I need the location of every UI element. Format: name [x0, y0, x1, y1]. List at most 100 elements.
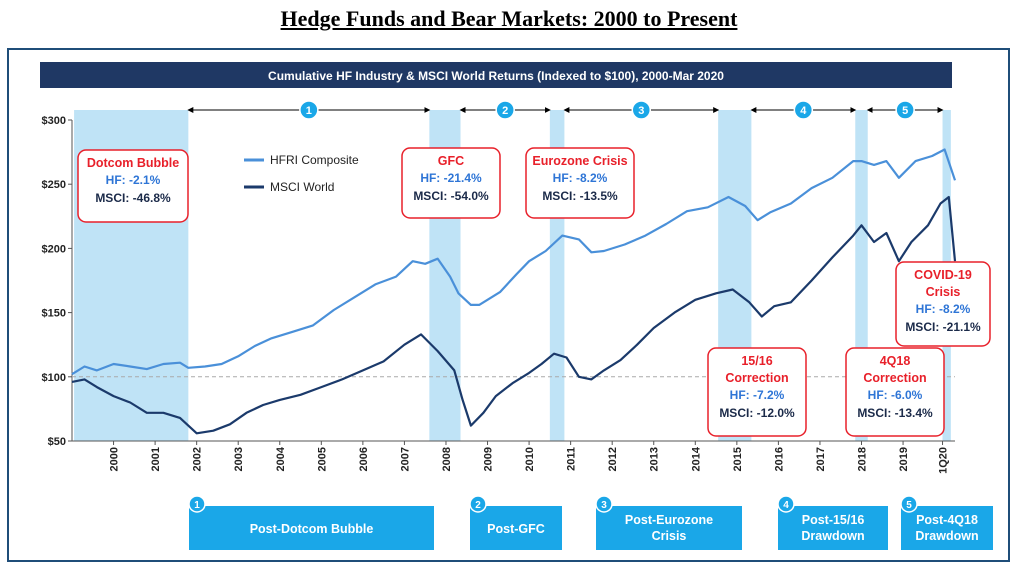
callout-title-1-1: Dotcom Bubble [87, 156, 179, 170]
chart-frame [7, 48, 1010, 562]
bottom-box-label-5-1: Post-4Q18 [916, 513, 978, 527]
callout-2: GFC HF: -21.4% MSCI: -54.0% [401, 147, 501, 219]
period-badge-number-2: 2 [502, 105, 508, 117]
callout-hf-5: HF: -6.0% [868, 388, 923, 402]
bottom-box-bg-2 [470, 506, 562, 550]
callout-msci-6: MSCI: -21.1% [905, 320, 981, 334]
callout-title-6-1: COVID-19 [914, 268, 972, 282]
callout-3: Eurozone Crisis HF: -8.2% MSCI: -13.5% [525, 147, 635, 219]
x-tick-label-8: 2008 [441, 447, 453, 471]
bottom-box-badge-4 [777, 495, 795, 513]
callout-1: Dotcom Bubble HF: -2.1% MSCI: -46.8% [77, 149, 189, 223]
period-badge-5 [895, 100, 915, 120]
y-tick-label-3: $200 [42, 243, 66, 255]
bottom-box-label-5-2: Drawdown [915, 529, 978, 543]
period-badge-number-5: 5 [902, 105, 908, 117]
chart-header-bar [40, 62, 952, 88]
callout-4: 15/16 Correction HF: -7.2% MSCI: -12.0% [707, 347, 807, 437]
series-line-msci-world [71, 195, 957, 435]
callout-title-4-1: 15/16 [741, 354, 772, 368]
x-tick-label-3: 2003 [233, 447, 245, 471]
callout-hf-4: HF: -7.2% [730, 388, 785, 402]
bottom-box-label-3-2: Crisis [652, 529, 687, 543]
chart-title: Cumulative HF Industry & MSCI World Retu… [268, 69, 724, 83]
y-tick-label-5: $300 [42, 115, 66, 127]
callout-title-5-2: Correction [863, 371, 926, 385]
bottom-box-1: 1 Post-Dotcom Bubble [188, 495, 434, 550]
x-tick-label-1: 2001 [150, 447, 162, 471]
callout-hf-3: HF: -8.2% [553, 171, 608, 185]
x-tick-label-9: 2009 [483, 447, 495, 471]
y-tick-label-1: $100 [42, 372, 66, 384]
page-title: Hedge Funds and Bear Markets: 2000 to Pr… [280, 6, 738, 31]
callout-box-4 [707, 347, 807, 437]
period-badge-number-1: 1 [306, 105, 312, 117]
bottom-box-badge-5 [900, 495, 918, 513]
x-tick-label-2: 2002 [192, 447, 204, 471]
x-tick-label-4: 2004 [275, 446, 287, 471]
callout-msci-2: MSCI: -54.0% [413, 189, 489, 203]
x-tick-label-20: 1Q20 [938, 447, 950, 474]
callout-hf-6: HF: -8.2% [916, 302, 971, 316]
callout-6: COVID-19 Crisis HF: -8.2% MSCI: -21.1% [895, 261, 991, 347]
callout-box-5 [845, 347, 945, 437]
bottom-box-label-2-1: Post-GFC [487, 522, 545, 536]
bottom-box-label-4-2: Drawdown [801, 529, 864, 543]
bottom-box-2: 2 Post-GFC [469, 495, 562, 550]
x-tick-label-5: 2005 [316, 447, 328, 471]
x-tick-label-18: 2018 [857, 447, 869, 471]
bottom-box-3: 3 Post-Eurozone Crisis [595, 495, 742, 550]
y-tick-label-2: $150 [42, 308, 66, 320]
bottom-box-badge-number-1: 1 [194, 500, 200, 511]
callout-hf-1: HF: -2.1% [106, 173, 161, 187]
bottom-box-badge-number-3: 3 [601, 500, 607, 511]
callout-box-3 [525, 147, 635, 219]
x-tick-label-16: 2016 [773, 447, 785, 471]
legend-label-1: HFRI Composite [270, 153, 359, 167]
bottom-box-bg-1 [189, 506, 434, 550]
callout-title-6-2: Crisis [926, 285, 961, 299]
callout-title-3-1: Eurozone Crisis [532, 154, 627, 168]
bottom-box-badge-1 [188, 495, 206, 513]
callout-5: 4Q18 Correction HF: -6.0% MSCI: -13.4% [845, 347, 945, 437]
bottom-box-label-3-1: Post-Eurozone [625, 513, 713, 527]
x-tick-label-6: 2006 [358, 447, 370, 471]
x-tick-label-10: 2010 [524, 447, 536, 471]
callout-title-5-1: 4Q18 [880, 354, 911, 368]
period-badge-number-4: 4 [800, 105, 807, 117]
callout-box-1 [77, 149, 189, 223]
period-badge-2 [495, 100, 515, 120]
bottom-box-badge-number-5: 5 [906, 500, 912, 511]
bottom-box-badge-number-4: 4 [783, 500, 789, 511]
callout-msci-1: MSCI: -46.8% [95, 191, 171, 205]
x-tick-label-13: 2013 [649, 447, 661, 471]
x-tick-label-11: 2011 [566, 447, 578, 471]
bottom-box-badge-2 [469, 495, 487, 513]
x-tick-label-15: 2015 [732, 447, 744, 471]
bottom-box-5: 5 Post-4Q18 Drawdown [900, 495, 993, 550]
bottom-box-bg-4 [778, 506, 888, 550]
period-badge-number-3: 3 [638, 105, 644, 117]
bottom-box-label-4-1: Post-15/16 [802, 513, 865, 527]
period-badge-3 [631, 100, 652, 120]
bottom-box-badge-number-2: 2 [475, 500, 481, 511]
callout-hf-2: HF: -21.4% [420, 171, 482, 185]
x-tick-label-7: 2007 [399, 447, 411, 471]
callout-msci-5: MSCI: -13.4% [857, 406, 933, 420]
y-tick-label-0: $50 [48, 436, 66, 448]
bottom-box-bg-3 [596, 506, 742, 550]
x-tick-label-12: 2012 [607, 447, 619, 471]
x-tick-label-19: 2019 [898, 447, 910, 471]
period-badge-1 [299, 100, 319, 120]
callout-box-2 [401, 147, 501, 219]
callout-title-2-1: GFC [438, 154, 464, 168]
x-tick-label-17: 2017 [815, 447, 827, 471]
bottom-box-4: 4 Post-15/16 Drawdown [777, 495, 888, 550]
x-tick-label-14: 2014 [690, 446, 702, 471]
callout-title-4-2: Correction [725, 371, 788, 385]
callout-box-6 [895, 261, 991, 347]
period-badge-4 [793, 100, 814, 120]
y-tick-label-4: $250 [42, 179, 66, 191]
x-tick-label-0: 2000 [109, 447, 121, 471]
legend-label-2: MSCI World [270, 180, 334, 194]
